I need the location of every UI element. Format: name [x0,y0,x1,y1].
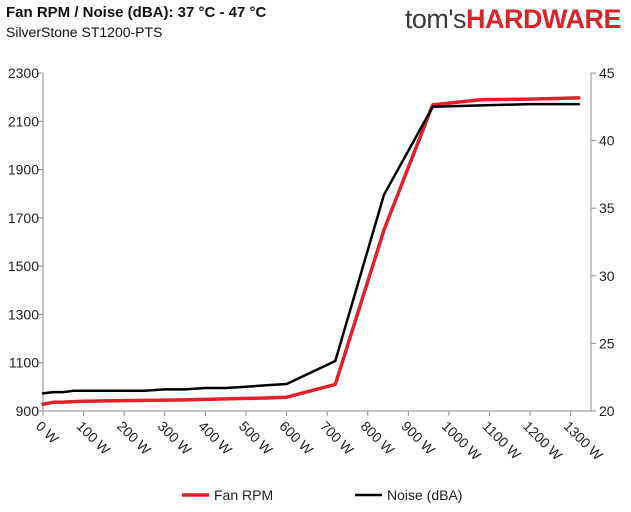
data-point-noise-dba [103,389,105,392]
data-point-noise-dba [52,391,54,393]
data-point-noise-dba [578,103,580,105]
data-point-noise-dba [184,388,186,391]
data-point-noise-dba [265,384,268,387]
data-point-fan-rpm [334,383,337,386]
legend: Fan RPM Noise (dBA) [182,487,462,503]
x-tick-label: 300 W [155,418,195,458]
data-point-noise-dba [285,383,288,385]
data-point-noise-dba [245,385,247,388]
chart-subtitle: SilverStone ST1200-PTS [6,24,163,40]
data-point-noise-dba [82,389,85,392]
data-point-fan-rpm [42,403,44,406]
x-tick-label: 500 W [236,418,276,458]
legend-label: Noise (dBA) [387,487,462,503]
x-tick-label: 1100 W [479,418,524,463]
logo-part-toms: tom's [404,4,467,34]
data-point-noise-dba [143,389,146,392]
data-point-fan-rpm [204,398,207,401]
data-point-noise-dba [204,387,207,389]
data-point-noise-dba [62,391,65,393]
y-left-tick-label: 2300 [8,65,39,81]
data-point-fan-rpm [265,397,268,399]
data-point-noise-dba [92,389,95,392]
x-tick-label: 1300 W [561,418,607,464]
x-tick-label: 200 W [114,418,154,458]
y-left-tick-label: 1500 [8,258,39,274]
data-point-fan-rpm [82,400,85,403]
data-point-fan-rpm [72,400,75,403]
x-tick-label: 400 W [195,418,235,458]
y-left-tick-label: 1100 [9,355,39,371]
data-point-fan-rpm [123,399,125,402]
data-point-fan-rpm [184,399,186,401]
data-point-noise-dba [480,104,483,107]
data-point-fan-rpm [578,97,580,99]
data-point-noise-dba [72,389,75,392]
y-left-tick-label: 1700 [8,210,39,226]
data-point-noise-dba [224,387,227,389]
data-point-fan-rpm [52,401,54,404]
series-line-noise-dba [41,102,581,395]
toms-hardware-logo: tom'sHARDWARE [404,4,622,35]
x-tick-label: 0 W [33,418,62,447]
logo-part-hardware: HARDWARE [466,4,622,34]
y-left-tick-label: 1900 [8,162,39,178]
data-point-fan-rpm [529,98,531,100]
data-point-fan-rpm [62,401,65,403]
data-point-noise-dba [334,360,337,362]
y-right-tick-label: 40 [599,133,615,149]
y-right-tick-label: 35 [599,200,615,216]
data-point-noise-dba [383,193,385,196]
y-left-tick-label: 2100 [8,113,39,129]
data-point-fan-rpm [285,396,288,399]
data-point-noise-dba [164,388,166,391]
x-tick-label: 100 W [73,418,113,458]
data-point-fan-rpm [143,399,146,402]
y-left-tick-label: 900 [16,403,40,419]
x-tick-label: 1000 W [439,418,485,464]
data-point-fan-rpm [224,398,227,400]
y-right-tick-label: 25 [599,335,615,351]
y-right-tick-label: 20 [599,403,615,419]
legend-label: Fan RPM [214,487,273,503]
x-tick-label: 700 W [317,418,357,458]
x-tick-label: 600 W [276,418,316,458]
axes: 900 1100 1300 1500 1700 1900 2100 2300 20 25 30 35 4… [8,65,615,464]
y-left-tick-label: 1300 [8,306,39,322]
chart-title: Fan RPM / Noise (dBA): 37 °C - 47 °C [6,4,267,21]
data-point-fan-rpm [103,400,105,402]
data-point-fan-rpm [92,400,95,402]
y-right-tick-label: 30 [599,268,615,284]
data-point-noise-dba [123,389,125,392]
series-lines [41,96,581,406]
data-point-noise-dba [42,392,44,395]
y-right-tick-label: 45 [599,65,615,81]
x-tick-label: 1200 W [520,418,566,464]
data-point-noise-dba [529,103,531,105]
data-point-fan-rpm [431,104,434,106]
data-point-noise-dba [431,106,434,108]
data-point-fan-rpm [383,229,385,231]
data-point-fan-rpm [245,397,247,400]
series-line-fan-rpm [41,96,581,406]
data-point-fan-rpm [164,399,166,401]
x-tick-label: 800 W [358,418,398,458]
data-point-fan-rpm [480,98,483,101]
x-tick-label: 900 W [398,418,438,458]
